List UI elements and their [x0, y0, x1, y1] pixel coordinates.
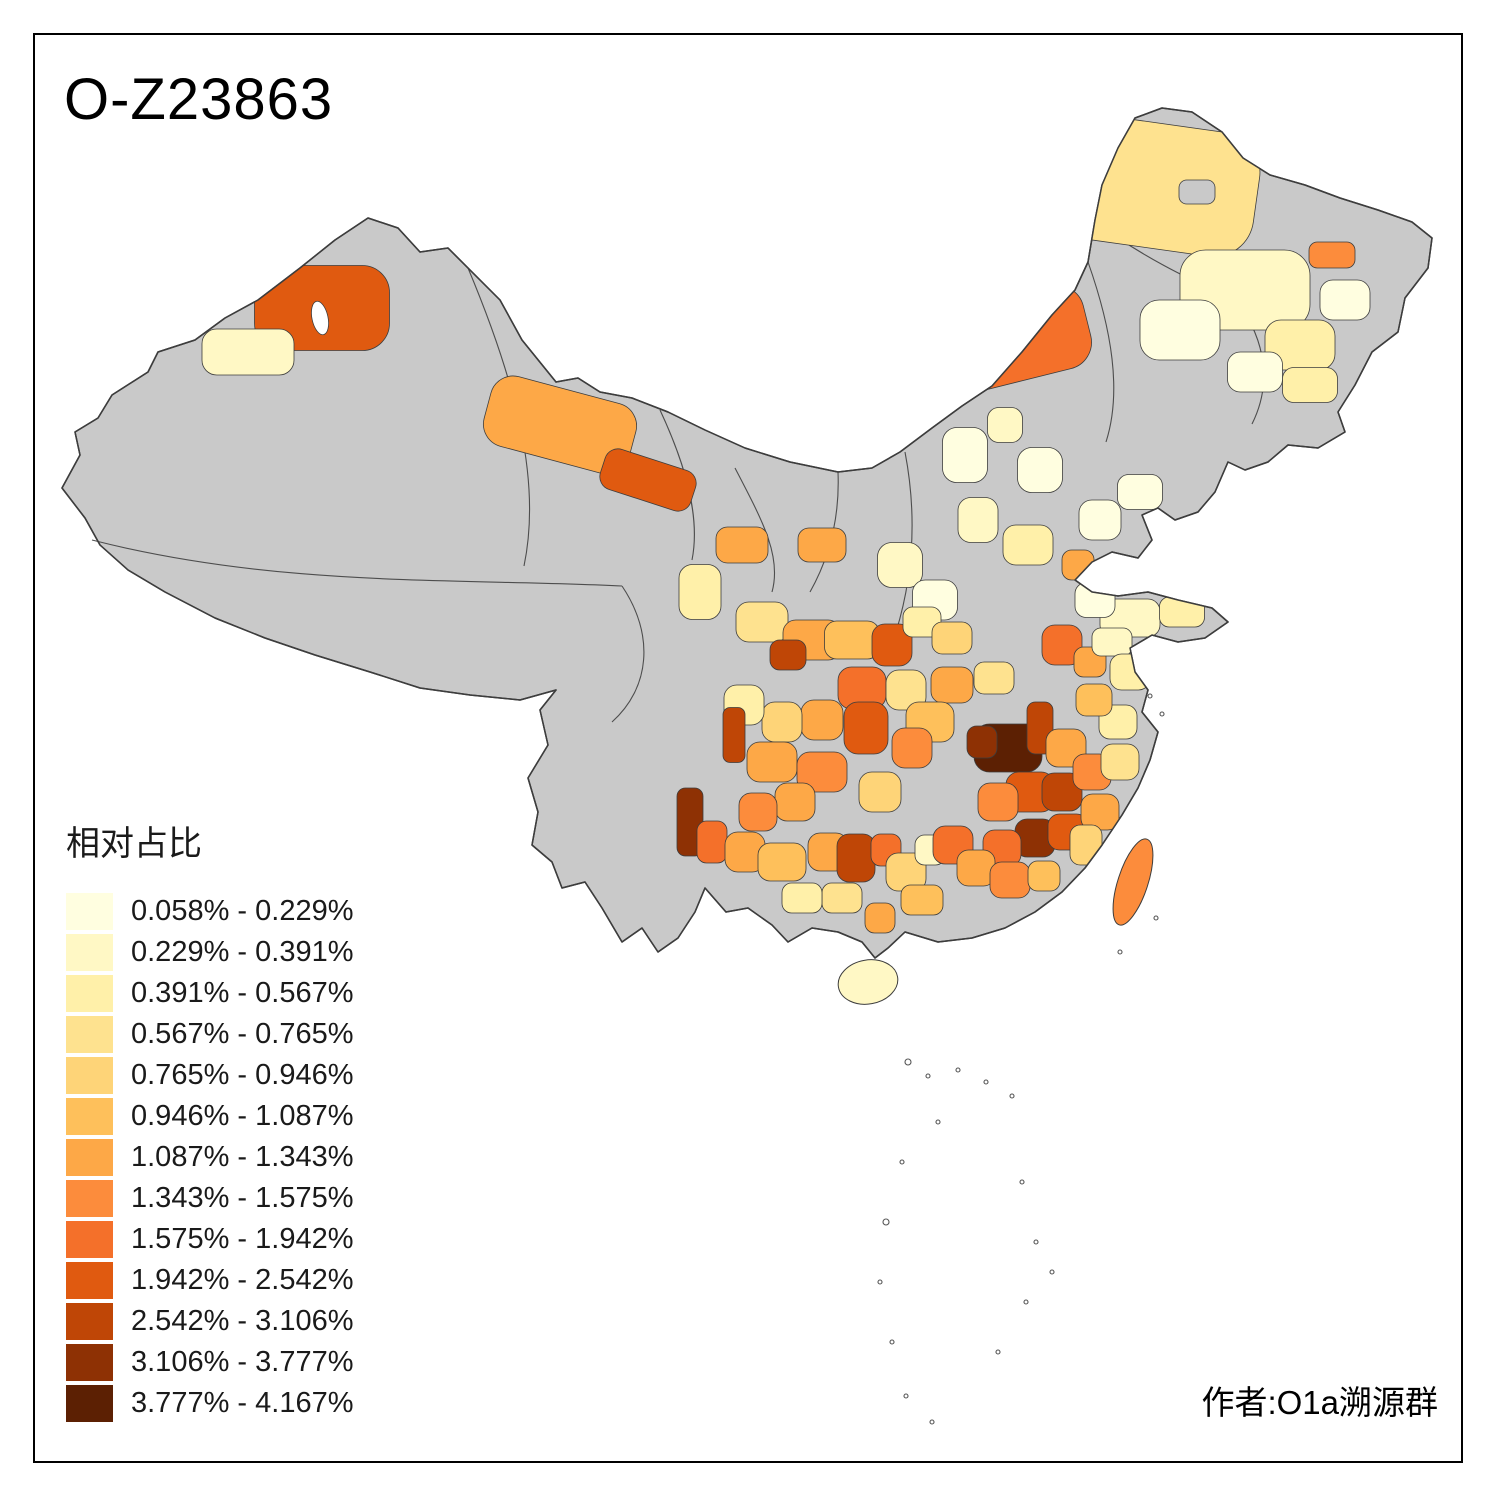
- map-region: [781, 882, 823, 914]
- map-region: [735, 601, 789, 643]
- map-region: [858, 771, 902, 813]
- map-region: [1078, 499, 1122, 541]
- lake: [311, 300, 329, 336]
- map-region: [757, 842, 807, 882]
- legend-items: 0.058% - 0.229% 0.229% - 0.391% 0.391% - 0…: [66, 891, 353, 1424]
- map-region: [796, 751, 848, 793]
- map-region: [957, 497, 999, 543]
- legend-swatch: [66, 1385, 113, 1422]
- map-region: [1282, 367, 1338, 403]
- lake-layer: [311, 300, 329, 336]
- map-region: [483, 375, 637, 475]
- map-region: [942, 427, 988, 483]
- islands-layer: [837, 838, 1154, 1005]
- legend-label: 3.777% - 4.167%: [131, 1387, 354, 1419]
- map-region: [843, 701, 889, 755]
- legend-label: 0.765% - 0.946%: [131, 1059, 354, 1091]
- legend-title: 相对占比: [66, 825, 202, 863]
- map-region: [973, 661, 1015, 695]
- legend-label: 1.087% - 1.343%: [131, 1141, 354, 1173]
- legend-swatch: [66, 1098, 113, 1135]
- legend-label: 2.542% - 3.106%: [131, 1305, 354, 1337]
- map-region: [987, 407, 1023, 443]
- legend-item: 1.087% - 1.343%: [66, 1137, 353, 1178]
- legend-item: 1.343% - 1.575%: [66, 1178, 353, 1219]
- map-region: [930, 666, 974, 704]
- legend-swatch: [66, 1016, 113, 1053]
- legend-label: 1.942% - 2.542%: [131, 1264, 354, 1296]
- legend-swatch: [66, 1180, 113, 1217]
- legend-label: 0.058% - 0.229%: [131, 895, 354, 927]
- legend-label: 1.343% - 1.575%: [131, 1182, 354, 1214]
- legend: 相对占比 0.058% - 0.229% 0.229% - 0.391% 0.391…: [66, 816, 353, 1424]
- map-region: [1041, 624, 1083, 666]
- map-region: [599, 448, 697, 512]
- map-region: [931, 621, 973, 655]
- legend-label: 3.106% - 3.777%: [131, 1346, 354, 1378]
- map-region: [1178, 179, 1216, 205]
- map-region: [1308, 241, 1356, 269]
- map-region: [977, 782, 1019, 822]
- map-region: [1075, 683, 1113, 717]
- map-region: [900, 884, 944, 916]
- map-region: [871, 623, 913, 667]
- author-credit: 作者:O1a溯源群: [1201, 1384, 1438, 1421]
- map-region: [715, 526, 769, 564]
- legend-label: 1.575% - 1.942%: [131, 1223, 354, 1255]
- map-region: [1002, 524, 1054, 566]
- map-region: [1227, 351, 1283, 393]
- legend-item: 0.765% - 0.946%: [66, 1055, 353, 1096]
- map-region: [797, 527, 847, 563]
- map-region: [1139, 299, 1221, 361]
- legend-swatch: [66, 1057, 113, 1094]
- legend-item: 0.567% - 0.765%: [66, 1014, 353, 1055]
- legend-swatch: [66, 1303, 113, 1340]
- map-region: [201, 328, 295, 376]
- taiwan-island: [1112, 838, 1154, 926]
- map-region: [722, 707, 746, 763]
- legend-item: 0.391% - 0.567%: [66, 973, 353, 1014]
- map-region: [864, 902, 896, 934]
- map-region: [678, 564, 722, 620]
- legend-swatch: [66, 1262, 113, 1299]
- legend-label: 0.946% - 1.087%: [131, 1100, 354, 1132]
- legend-swatch: [66, 975, 113, 1012]
- legend-swatch: [66, 1139, 113, 1176]
- legend-label: 0.229% - 0.391%: [131, 936, 354, 968]
- map-region: [885, 669, 927, 711]
- legend-swatch: [66, 1344, 113, 1381]
- legend-label: 0.567% - 0.765%: [131, 1018, 354, 1050]
- legend-item: 1.942% - 2.542%: [66, 1260, 353, 1301]
- legend-item: 0.058% - 0.229%: [66, 891, 353, 932]
- map-region: [738, 792, 778, 832]
- map-region: [1041, 772, 1083, 812]
- map-region: [891, 727, 933, 769]
- legend-item: 0.229% - 0.391%: [66, 932, 353, 973]
- legend-swatch: [66, 1221, 113, 1258]
- map-title: O-Z23863: [64, 67, 334, 132]
- legend-swatch: [66, 893, 113, 930]
- legend-item: 3.777% - 4.167%: [66, 1383, 353, 1424]
- hainan-island: [837, 959, 899, 1005]
- plot-frame: [33, 33, 1463, 1463]
- map-region: [1017, 447, 1063, 493]
- legend-item: 0.946% - 1.087%: [66, 1096, 353, 1137]
- map-region: [1100, 743, 1140, 781]
- legend-item: 3.106% - 3.777%: [66, 1342, 353, 1383]
- legend-swatch: [66, 934, 113, 971]
- legend-label: 0.391% - 0.567%: [131, 977, 354, 1009]
- map-region: [1319, 279, 1371, 321]
- map-region: [769, 639, 807, 671]
- legend-item: 2.542% - 3.106%: [66, 1301, 353, 1342]
- legend-item: 1.575% - 1.942%: [66, 1219, 353, 1260]
- map-region: [877, 542, 923, 588]
- sea-islets: [877, 693, 1165, 1425]
- map-region: [1027, 860, 1061, 892]
- map-region: [966, 725, 998, 759]
- map-region: [1117, 474, 1163, 510]
- map-region: [1091, 627, 1133, 657]
